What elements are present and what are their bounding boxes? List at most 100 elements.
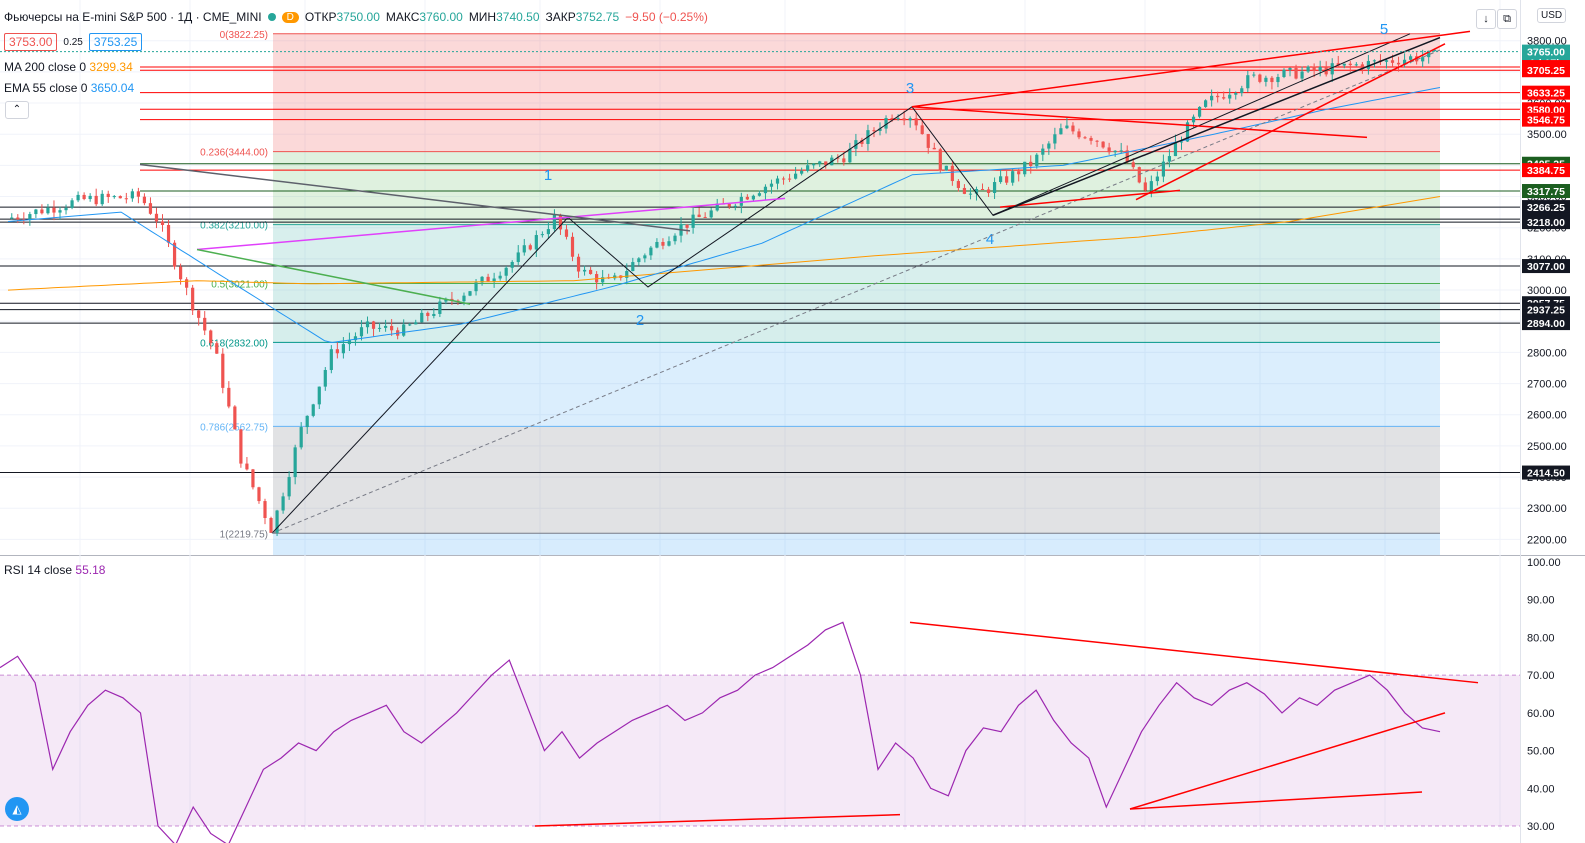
candle-body	[408, 324, 412, 326]
candle-body	[872, 130, 876, 132]
candle-body	[353, 336, 358, 341]
candle-body	[1270, 77, 1274, 83]
candle-body	[1101, 141, 1105, 148]
candle-body	[166, 224, 171, 243]
candle-body	[263, 501, 267, 518]
candle-body	[968, 193, 973, 195]
candle-body	[595, 274, 599, 283]
candle-body	[806, 165, 810, 171]
candle-body	[64, 207, 68, 211]
delay-badge: D	[281, 11, 299, 23]
candle-body	[1059, 128, 1063, 135]
restore-button[interactable]: ⧉	[1497, 9, 1517, 29]
candle-body	[444, 298, 448, 302]
candle-body	[130, 191, 134, 199]
candle-body	[347, 340, 352, 345]
candle-body	[1047, 143, 1051, 149]
candle-body	[763, 186, 768, 194]
candle-body	[94, 195, 98, 205]
candle-body	[504, 267, 508, 276]
candle-body	[1342, 63, 1346, 66]
candle-body	[293, 447, 297, 478]
candle-body	[462, 295, 466, 302]
price-tick-label: 2600.00	[1527, 410, 1567, 422]
price-label: 3218.00	[1527, 217, 1565, 229]
candle-body	[1330, 63, 1334, 75]
candle-body	[1421, 57, 1425, 62]
wave-label: 5	[1380, 21, 1388, 38]
market-status-icon	[267, 13, 276, 21]
price-tick-label: 2200.00	[1527, 534, 1567, 546]
candle-body	[1089, 137, 1093, 141]
candle-body	[287, 477, 291, 497]
scroll-down-button[interactable]: ↓	[1476, 9, 1496, 29]
candle-body	[1167, 156, 1172, 162]
candle-body	[100, 193, 104, 205]
candle-body	[1372, 60, 1377, 62]
price-label: 3266.25	[1527, 202, 1565, 214]
candle-body	[82, 194, 86, 200]
rsi-tick-label: 60.00	[1527, 708, 1555, 720]
price-tick-label: 2800.00	[1527, 347, 1567, 359]
price-tick-label: 2500.00	[1527, 441, 1567, 453]
candle-body	[739, 196, 743, 206]
candle-body	[197, 310, 201, 318]
tradingview-logo-icon[interactable]: ◭	[5, 797, 29, 821]
candle-body	[1433, 49, 1437, 51]
symbol-title[interactable]: Фьючерсы на E-mini S&P 500 · 1Д · CME_MI…	[4, 10, 262, 24]
fib-zone	[273, 533, 1440, 555]
currency-button[interactable]: USD	[1537, 8, 1567, 23]
candle-body	[655, 241, 659, 248]
candle-body	[22, 219, 26, 221]
candle-body	[950, 165, 954, 182]
candle-body	[1095, 140, 1099, 142]
ema55-legend[interactable]: EMA 55 close 0 3650.04	[4, 81, 134, 95]
candle-body	[1143, 182, 1147, 191]
candle-body	[359, 327, 364, 337]
candle-body	[920, 125, 924, 135]
rsi-band	[0, 675, 1520, 826]
collapse-legend-button[interactable]: ⌃	[5, 101, 29, 119]
candle-body	[76, 194, 80, 201]
candle-body	[733, 205, 737, 207]
candle-body	[582, 269, 587, 272]
candle-body	[1427, 50, 1431, 58]
candle-body	[1119, 150, 1123, 152]
black-trend-line	[992, 36, 1441, 216]
rsi-tick-label: 50.00	[1527, 746, 1555, 758]
low-value: 3740.50	[496, 10, 540, 24]
ma200-label: MA 200 close 0	[4, 60, 87, 74]
buy-button[interactable]: 3753.25	[88, 33, 143, 51]
magenta-trend-line	[196, 197, 786, 251]
fib-level-label: 0.5(3021.00)	[211, 280, 268, 291]
candle-body	[775, 178, 780, 184]
change-value: −9.50 (−0.25%)	[625, 10, 708, 24]
fib-level-label: 1(2219.75)	[220, 529, 268, 540]
candle-body	[1366, 60, 1370, 69]
high-label: МАКС	[385, 10, 420, 24]
ma200-legend[interactable]: MA 200 close 0 3299.34	[4, 60, 133, 74]
candle-body	[245, 463, 249, 470]
candle-body	[209, 330, 213, 344]
sell-button[interactable]: 3753.00	[4, 33, 58, 51]
candle-body	[1216, 95, 1220, 98]
candle-body	[160, 221, 165, 225]
candle-body	[727, 204, 731, 207]
chevron-up-icon: ⌃	[12, 104, 22, 115]
price-label-box	[1522, 259, 1570, 274]
candle-body	[178, 266, 183, 280]
rsi-legend[interactable]: RSI 14 close 55.18	[4, 563, 105, 577]
candle-body	[432, 313, 436, 317]
candle-body	[1306, 66, 1310, 72]
candle-body	[269, 517, 273, 533]
candle-body	[480, 276, 484, 283]
green-trend-line	[196, 248, 471, 305]
candle-body	[601, 277, 605, 283]
price-label-box	[1522, 85, 1570, 100]
ma200-line	[7, 196, 1441, 291]
candle-body	[148, 203, 153, 214]
candle-body	[552, 214, 557, 230]
red-trend-line	[1135, 43, 1446, 201]
price-tick-label: 3500.00	[1527, 129, 1567, 141]
